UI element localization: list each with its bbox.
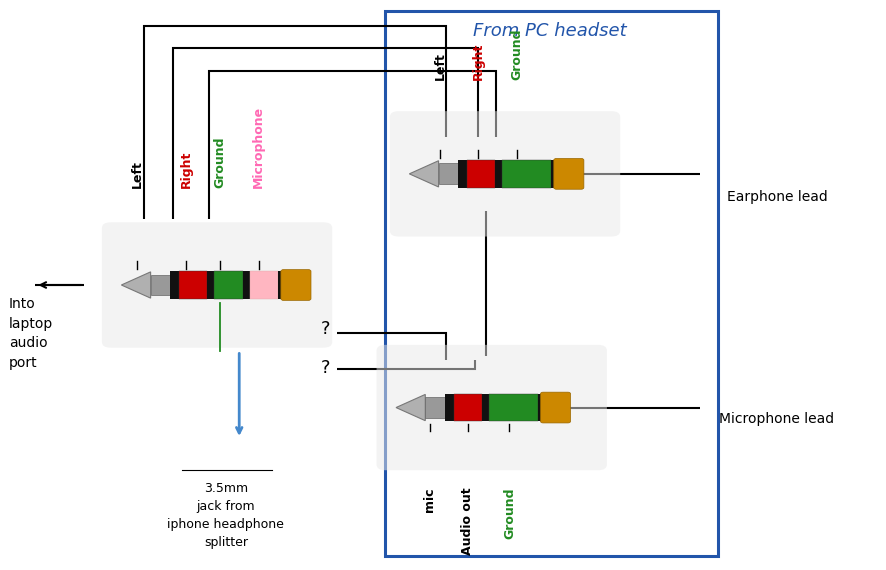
Bar — [482, 394, 489, 421]
Text: Ground: Ground — [503, 487, 516, 539]
Bar — [538, 394, 543, 421]
FancyBboxPatch shape — [554, 158, 584, 189]
Text: 3.5mm
jack from
iphone headphone
splitter: 3.5mm jack from iphone headphone splitte… — [167, 482, 284, 549]
Bar — [551, 160, 556, 188]
Polygon shape — [121, 272, 151, 298]
Bar — [445, 394, 454, 421]
Bar — [458, 160, 467, 188]
Bar — [425, 397, 445, 418]
Text: From PC headset: From PC headset — [472, 22, 626, 40]
Text: Earphone lead: Earphone lead — [727, 190, 828, 203]
FancyBboxPatch shape — [377, 345, 607, 470]
Bar — [278, 271, 284, 299]
FancyBboxPatch shape — [540, 392, 571, 423]
Bar — [489, 394, 538, 421]
FancyBboxPatch shape — [102, 222, 332, 348]
Bar — [207, 271, 214, 299]
FancyBboxPatch shape — [390, 111, 620, 237]
Text: Into
laptop
audio
port: Into laptop audio port — [9, 297, 53, 370]
Bar — [151, 275, 170, 295]
Text: Audio out: Audio out — [462, 487, 474, 555]
Bar — [385, 11, 718, 556]
Polygon shape — [396, 394, 425, 421]
Text: Ground: Ground — [214, 137, 226, 188]
Bar — [439, 164, 458, 184]
Bar — [214, 271, 243, 299]
Text: ?: ? — [321, 359, 330, 377]
Bar — [454, 394, 482, 421]
Bar — [179, 271, 207, 299]
Text: Microphone lead: Microphone lead — [719, 412, 835, 426]
Bar — [250, 271, 278, 299]
Text: Microphone: Microphone — [253, 106, 265, 188]
Bar — [467, 160, 495, 188]
Bar — [495, 160, 502, 188]
Text: mic: mic — [424, 487, 436, 512]
Text: ?: ? — [321, 320, 330, 339]
Text: Right: Right — [472, 42, 485, 80]
Text: Left: Left — [434, 52, 447, 80]
FancyBboxPatch shape — [281, 270, 311, 300]
Bar — [170, 271, 179, 299]
Bar — [502, 160, 551, 188]
Text: Ground: Ground — [510, 28, 523, 80]
Text: Right: Right — [180, 150, 192, 188]
Polygon shape — [409, 161, 439, 187]
Text: Left: Left — [131, 160, 144, 188]
Bar — [243, 271, 250, 299]
